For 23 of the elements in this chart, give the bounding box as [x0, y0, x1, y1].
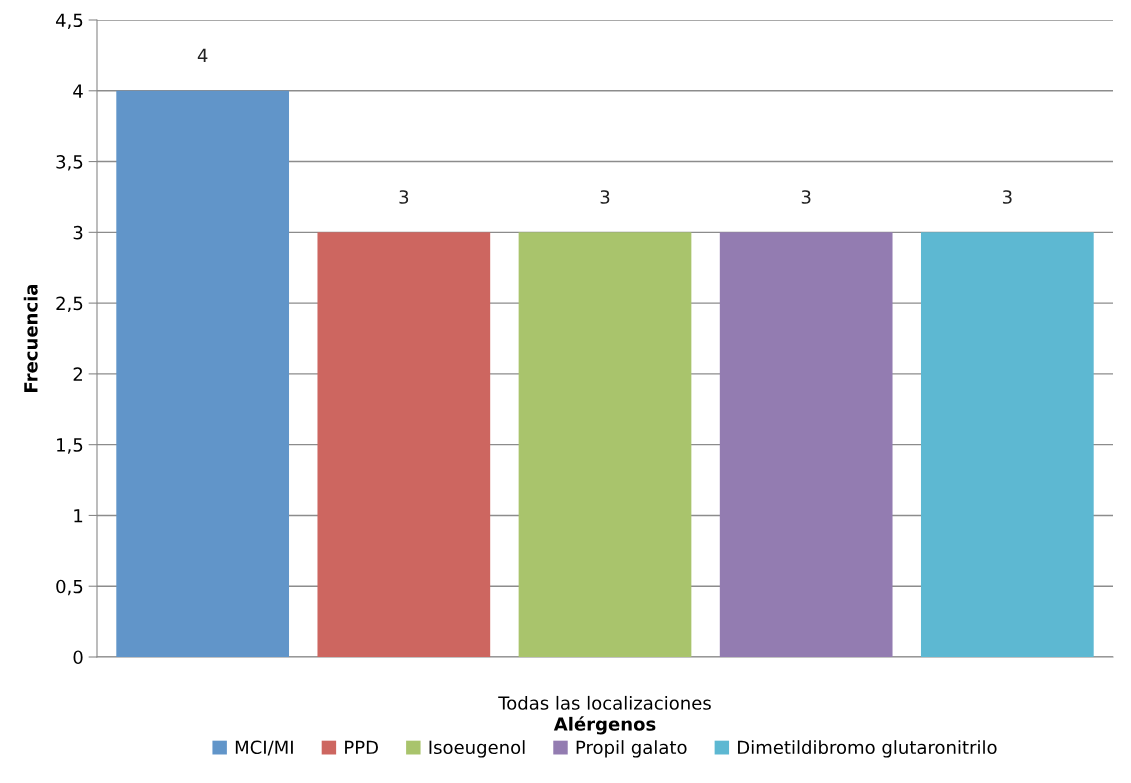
y-tick-label: 3	[73, 225, 83, 240]
y-tick-label: 1	[74, 509, 83, 523]
legend-label: Propil galato	[576, 740, 687, 758]
legend-label: PPD	[345, 740, 378, 754]
data-label: 3	[1002, 190, 1012, 204]
y-tick-label: 0	[73, 650, 83, 665]
x-tick-label: Todas las localizaciones	[498, 695, 711, 710]
y-axis-title: Frecuencia	[23, 284, 38, 392]
data-label: 3	[801, 190, 811, 204]
data-label: 3	[600, 190, 610, 204]
legend-label: Isoeugenol	[429, 740, 525, 758]
legend-label: MCI/MI	[235, 740, 293, 756]
data-label: 4	[197, 48, 208, 63]
x-axis-title: Alérgenos	[553, 716, 656, 735]
y-tick-label: 2,5	[56, 296, 83, 313]
data-label: 3	[399, 190, 409, 204]
y-tick-label: 0,5	[56, 579, 83, 596]
y-tick-label: 4,5	[55, 13, 83, 29]
y-tick-label: 3,5	[56, 155, 83, 171]
legend-label: Dimetildibromo glutaronitrilo	[738, 740, 997, 758]
y-tick-label: 4	[73, 84, 83, 98]
y-tick-label: 1,5	[57, 438, 83, 454]
y-tick-label: 2	[73, 367, 82, 381]
